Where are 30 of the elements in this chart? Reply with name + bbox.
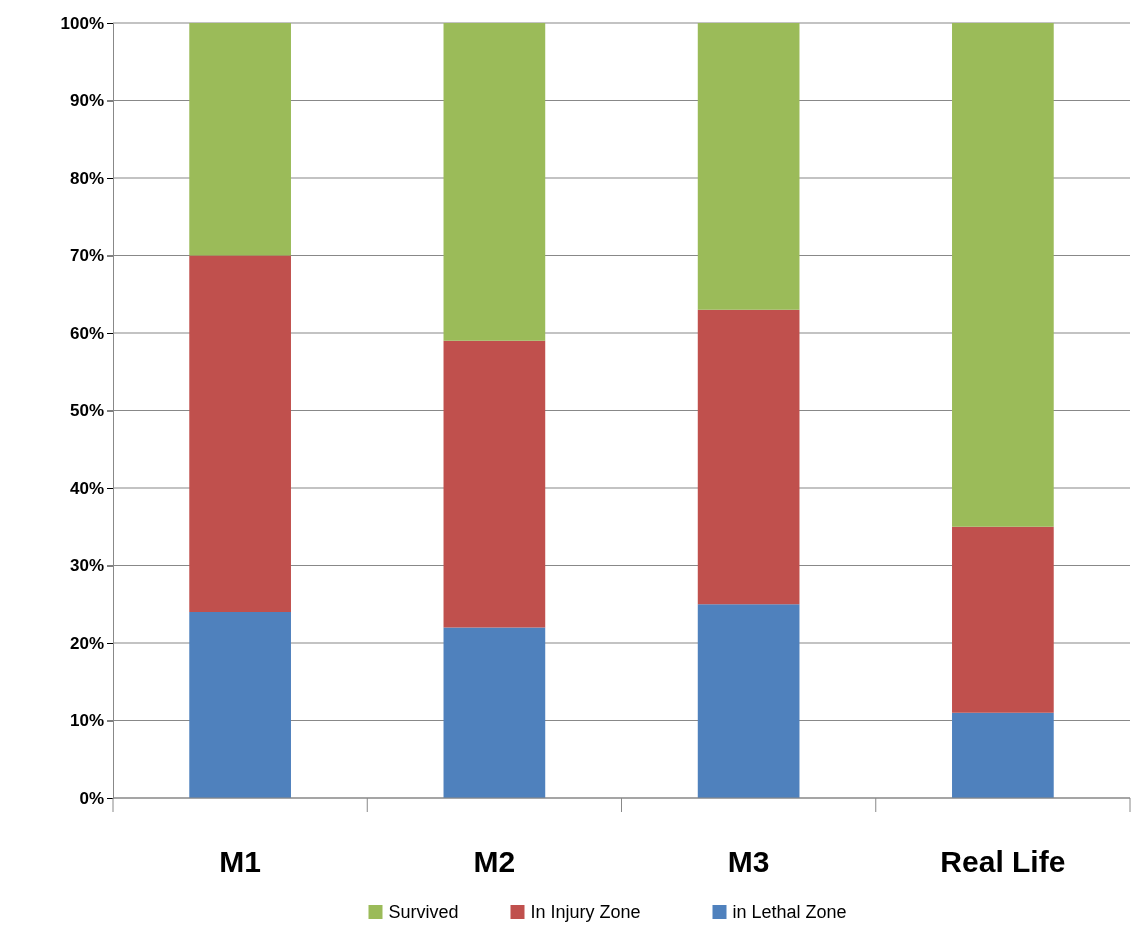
- y-tick-label: 90%: [69, 91, 104, 111]
- bar: [697, 23, 800, 310]
- bar: [189, 255, 291, 612]
- bar: [443, 340, 546, 628]
- y-tick-label: 20%: [69, 633, 104, 653]
- bar: [697, 604, 800, 798]
- bar: [952, 526, 1054, 713]
- y-tick-label: 40%: [69, 478, 104, 498]
- x-tick-label: M2: [473, 845, 516, 878]
- legend-label: in Lethal Zone: [732, 902, 847, 922]
- legend-label: Survived: [388, 902, 459, 922]
- x-tick-label: M3: [727, 845, 770, 878]
- y-tick-label: 80%: [69, 168, 104, 188]
- y-tick-label: 100%: [60, 13, 104, 33]
- bar: [443, 627, 546, 798]
- y-tick-label: 70%: [69, 246, 104, 266]
- bar: [952, 23, 1054, 527]
- bar: [443, 23, 546, 341]
- bar: [952, 712, 1054, 798]
- x-tick-label: Real Life: [940, 845, 1066, 878]
- x-tick-label: M1: [219, 845, 261, 878]
- y-tick-label: 30%: [69, 556, 104, 576]
- bar: [189, 23, 291, 256]
- y-tick-label: 10%: [69, 711, 104, 731]
- y-tick-label: 50%: [69, 401, 104, 421]
- legend-label: In Injury Zone: [530, 902, 641, 922]
- y-tick-label: 60%: [69, 323, 104, 343]
- bar: [189, 612, 291, 798]
- bar: [697, 309, 800, 605]
- y-tick-label: 0%: [79, 788, 104, 808]
